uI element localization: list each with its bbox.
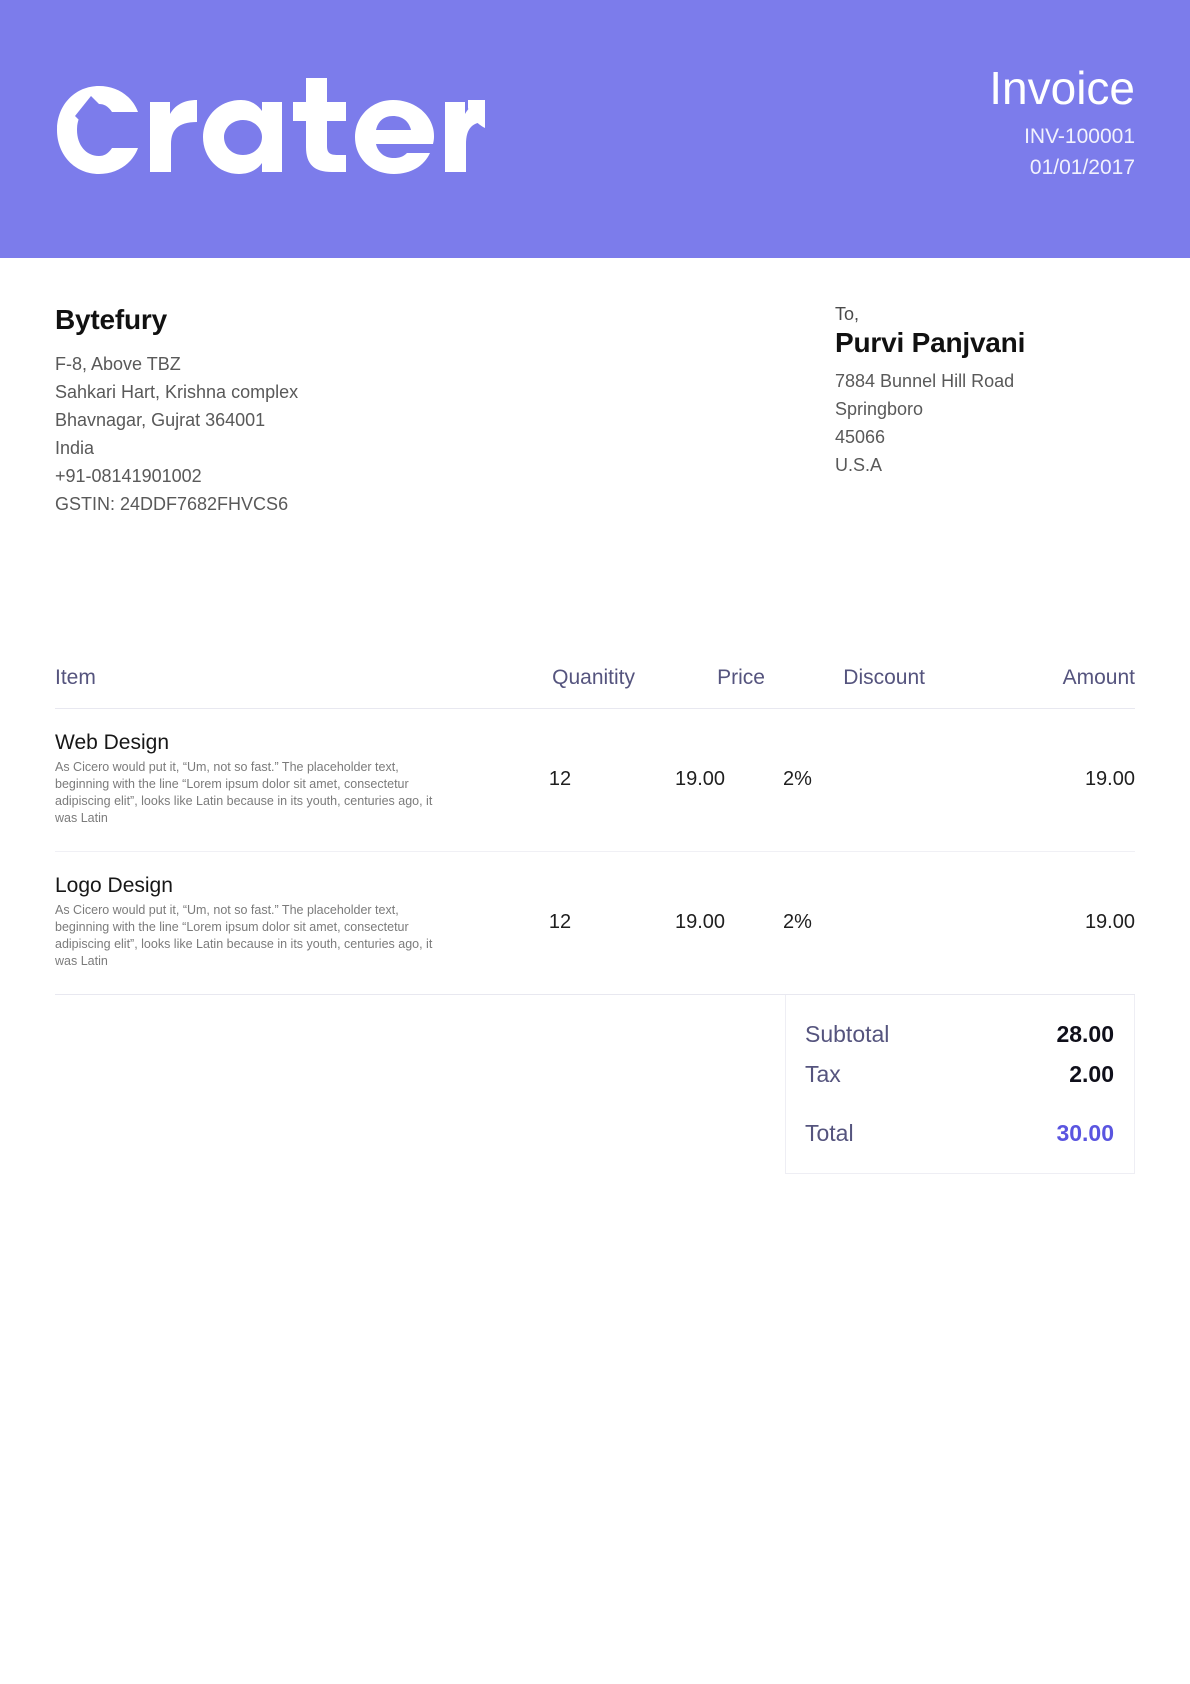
address-section: Bytefury F-8, Above TBZ Sahkari Hart, Kr… [0, 258, 1190, 518]
to-address-line: 7884 Bunnel Hill Road [835, 371, 1015, 391]
items-table-head: Item Quanitity Price Discount Amount [55, 666, 1135, 709]
item-quantity-value: 12 [548, 910, 572, 933]
crater-wordmark-icon [57, 78, 485, 174]
items-table-wrapper: Item Quanitity Price Discount Amount Web… [0, 666, 1190, 995]
company-name: Bytefury [55, 304, 167, 335]
to-address-line: 45066 [835, 427, 886, 447]
invoice-title: Invoice [989, 62, 1135, 114]
from-address-line: India [55, 438, 95, 458]
from-address-line: Sahkari Hart, Krishna complex [55, 382, 299, 402]
from-phone: +91-08141901002 [55, 466, 202, 486]
item-price: 19.00 [635, 852, 765, 995]
to-address-country: U.S.A [835, 455, 883, 475]
item-price-value: 19.00 [674, 910, 726, 933]
item-discount: 2% [765, 852, 925, 995]
subtotal-value: 28.00 [1056, 1021, 1114, 1047]
to-label: To, [835, 304, 860, 324]
table-row: Web Design As Cicero would put it, “Um, … [55, 709, 1135, 852]
totals-box: Subtotal 28.00 Tax 2.00 Total 30.00 [785, 995, 1135, 1174]
item-discount: 2% [765, 709, 925, 852]
invoice-date: 01/01/2017 [1029, 155, 1135, 179]
total-label: Total [805, 1120, 854, 1146]
items-table-body: Web Design As Cicero would put it, “Um, … [55, 709, 1135, 995]
table-row: Logo Design As Cicero would put it, “Um,… [55, 852, 1135, 995]
to-address-block: To, Purvi Panjvani 7884 Bunnel Hill Road… [835, 304, 1135, 518]
item-quantity-value: 12 [548, 767, 572, 790]
subtotal-label: Subtotal [805, 1021, 890, 1047]
header-amount: Amount [1062, 666, 1135, 689]
invoice-header-band: Invoice INV-100001 01/01/2017 [0, 0, 1190, 258]
from-address-line: F-8, Above TBZ [55, 354, 181, 374]
total-line: Total 30.00 [805, 1120, 1114, 1147]
item-cell: Web Design As Cicero would put it, “Um, … [55, 709, 485, 852]
item-amount: 19.00 [1084, 910, 1135, 933]
totals-row: Subtotal 28.00 Tax 2.00 Total 30.00 [0, 995, 1190, 1174]
item-description: As Cicero would put it, “Um, not so fast… [55, 760, 433, 825]
item-description: As Cicero would put it, “Um, not so fast… [55, 903, 433, 968]
header-item: Item [55, 666, 96, 689]
tax-line: Tax 2.00 [805, 1061, 1114, 1088]
tax-value: 2.00 [1069, 1061, 1114, 1087]
item-name: Web Design [55, 731, 170, 754]
customer-name: Purvi Panjvani [835, 327, 1026, 358]
header-quantity: Quanitity [552, 666, 635, 689]
item-price: 19.00 [635, 709, 765, 852]
header-discount: Discount [843, 666, 925, 689]
from-gstin: GSTIN: 24DDF7682FHVCS6 [55, 494, 289, 514]
total-value: 30.00 [1056, 1120, 1114, 1146]
items-table: Item Quanitity Price Discount Amount Web… [55, 666, 1135, 995]
from-address-line: Bhavnagar, Gujrat 364001 [55, 410, 266, 430]
invoice-number: INV-100001 [1024, 125, 1135, 149]
header-price: Price [717, 666, 765, 689]
item-quantity: 12 [485, 852, 635, 995]
from-address-block: Bytefury F-8, Above TBZ Sahkari Hart, Kr… [55, 304, 575, 518]
item-name: Logo Design [55, 874, 173, 897]
subtotal-line: Subtotal 28.00 [805, 1021, 1114, 1048]
item-cell: Logo Design As Cicero would put it, “Um,… [55, 852, 485, 995]
crater-logo [55, 78, 485, 178]
items-header-row: Item Quanitity Price Discount Amount [55, 666, 1135, 709]
item-amount: 19.00 [1084, 767, 1135, 790]
item-discount-value: 2% [783, 910, 812, 933]
to-address-line: Springboro [835, 399, 924, 419]
item-price-value: 19.00 [674, 767, 726, 790]
invoice-meta-block: Invoice INV-100001 01/01/2017 [989, 64, 1135, 183]
item-quantity: 12 [485, 709, 635, 852]
item-discount-value: 2% [783, 767, 812, 790]
tax-label: Tax [805, 1061, 841, 1087]
